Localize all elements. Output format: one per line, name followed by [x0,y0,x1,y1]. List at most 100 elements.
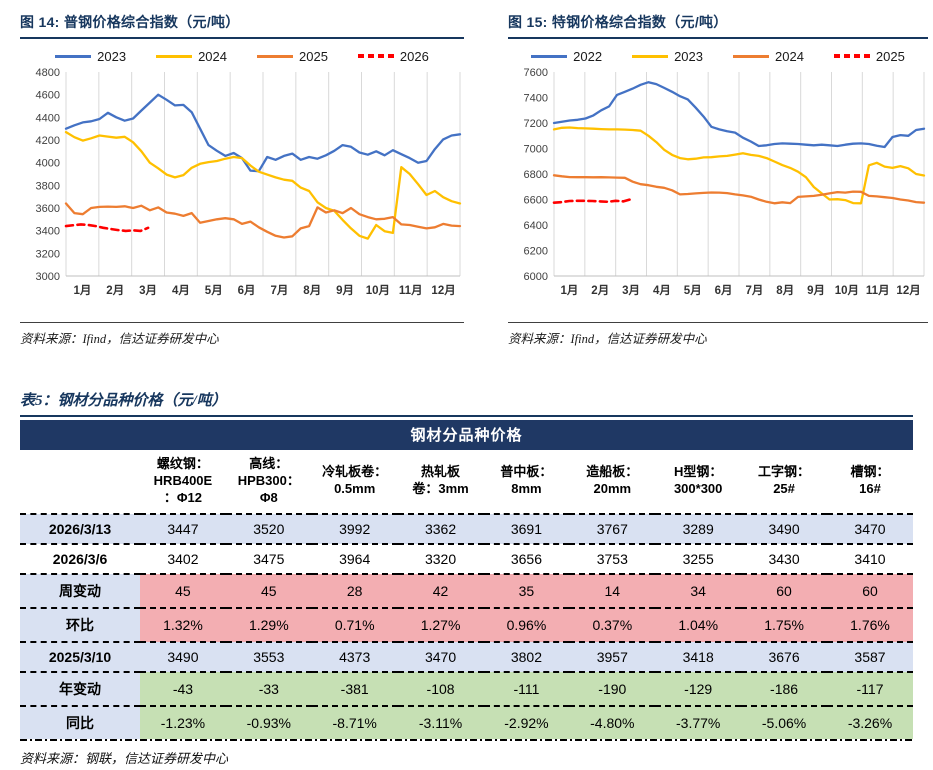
table-cell: 1.32% [140,606,226,642]
table-cell: 3957 [569,640,656,672]
figure-14-legend: 2023 2024 2025 2026 [20,48,464,64]
legend-swatch-2025 [257,54,293,58]
legend-swatch-2024 [733,54,769,58]
y-tick-label: 3400 [36,226,60,238]
series-line-2024 [552,174,926,205]
table-cell: -129 [655,670,742,706]
y-tick-label: 6600 [524,195,548,207]
legend-item-2022: 2022 [531,49,602,64]
series-line-2026 [64,223,150,233]
table-cell: 3553 [225,640,312,672]
column-header: 造船板： 20mm [586,464,639,497]
table-row: 2025/3/10 3490 3553 4373 3470 3802 3957 3418 367… [20,640,913,672]
x-tick-label: 1月 [73,284,91,297]
table-row: 环比 1.32% 1.29% 0.71% 1.27% 0.96% 0.37% 1.04% 1.7… [20,606,913,642]
table-cell: 3676 [741,640,827,672]
series-line-2023 [64,93,462,173]
x-tick-label: 8月 [776,284,794,297]
row-label: 年变动 [20,670,140,706]
legend-label: 2025 [299,48,328,64]
table-cell: 3520 [225,512,312,544]
table-cell: -3.77% [655,704,742,739]
table-cell: -33 [225,670,312,706]
table-cell: 45 [140,572,226,608]
table-cell: 3691 [483,512,570,544]
table-cell: -3.11% [397,704,484,739]
table-cell: 14 [569,572,656,608]
y-tick-label: 3600 [36,203,60,215]
table-cell: 3470 [827,512,913,544]
table-caption: 表5：钢材分品种价格（元/吨） [20,389,913,417]
column-header: 热轧板 卷：3mm [412,464,469,497]
figure-14-title: 图 14: 普钢价格综合指数（元/吨） [20,12,464,39]
column-header: 螺纹钢： HRB400E ：Φ12 [153,456,213,505]
table-cell: -108 [397,670,484,706]
figure-15-source: 资料来源：Ifind，信达证券研发中心 [508,322,928,347]
table-cell: 3410 [827,542,913,574]
y-tick-label: 7000 [524,144,548,156]
table-cell: -5.06% [741,704,827,739]
y-tick-label: 6800 [524,169,548,181]
table-cell: 4373 [311,640,398,672]
table-row: 周变动 45 45 28 42 35 14 34 60 60 [20,572,913,608]
row-label: 周变动 [20,572,140,608]
column-header: H型钢： 300*300 [673,464,723,497]
table-cell: 3418 [655,640,742,672]
legend-swatch-2023 [55,54,92,58]
table-cell: 3587 [827,640,913,672]
table-cell: 3490 [741,512,827,544]
table-cell: -8.71% [311,704,398,739]
x-tick-label: 6月 [715,284,733,297]
y-tick-label: 6000 [524,271,548,283]
legend-item-2024: 2024 [156,49,227,64]
table-cell: 1.04% [655,606,742,642]
x-tick-label: 4月 [172,284,190,297]
legend-label: 2023 [674,48,703,64]
table-cell: 0.37% [569,606,656,642]
table-cell: -117 [827,670,913,706]
legend-label: 2026 [399,48,429,64]
table-cell: 0.71% [311,606,398,642]
x-tick-label: 12月 [896,284,920,297]
table-header-row: 螺纹钢： HRB400E ：Φ12 高线： HPB300： Φ8 冷轧板卷： 0.5… [20,450,913,514]
x-tick-label: 3月 [622,284,640,297]
y-tick-label: 7200 [524,118,548,130]
table-cell: 3992 [311,512,398,544]
charts-row: 图 14: 普钢价格综合指数（元/吨） 2023 2024 2025 2026 480… [0,0,933,347]
legend-item-2026: 2026 [357,48,429,64]
table-cell: 3255 [655,542,742,574]
figure-14-panel: 图 14: 普钢价格综合指数（元/吨） 2023 2024 2025 2026 480… [20,12,464,347]
x-tick-label: 10月 [835,284,859,297]
x-tick-label: 9月 [807,284,825,297]
table-cell: 1.29% [225,606,312,642]
table-cell: -381 [311,670,398,706]
x-tick-label: 7月 [270,284,288,297]
legend-swatch-2022 [531,54,568,58]
row-label: 2025/3/10 [20,640,140,672]
table-cell: 60 [741,572,827,608]
table-cell: -43 [140,670,226,706]
x-tick-label: 9月 [336,284,354,297]
x-tick-label: 11月 [866,284,890,297]
table-source: 资料来源：钢联，信达证券研发中心 [20,750,229,766]
column-header: 高线： HPB300： Φ8 [237,456,300,505]
table-cell: 45 [225,572,312,608]
table-cell: 3402 [140,542,226,574]
table-cell: 3490 [140,640,226,672]
y-tick-label: 6400 [524,220,548,232]
row-label: 同比 [20,704,140,739]
table-bottom-border [20,738,913,741]
steel-price-table: 螺纹钢： HRB400E ：Φ12 高线： HPB300： Φ8 冷轧板卷： 0.5… [20,450,913,739]
column-header: 冷轧板卷： 0.5mm [322,464,388,497]
legend-label: 2024 [775,48,804,64]
figure-15-panel: 图 15: 特钢价格综合指数（元/吨） 2022 2023 2024 2025 760… [508,12,928,347]
x-tick-label: 10月 [366,284,390,297]
table-cell: 42 [397,572,484,608]
table-row: 2026/3/6 3402 3475 3964 3320 3656 3753 3255 3430… [20,542,913,574]
pugang-price-chart: 4800 4600 4400 4200 4000 3800 3600 3400 3200 3000… [36,67,462,297]
series-line-2025 [64,202,462,239]
table-cell: 3475 [225,542,312,574]
table-cell: -4.80% [569,704,656,739]
table-cell: 1.76% [827,606,913,642]
